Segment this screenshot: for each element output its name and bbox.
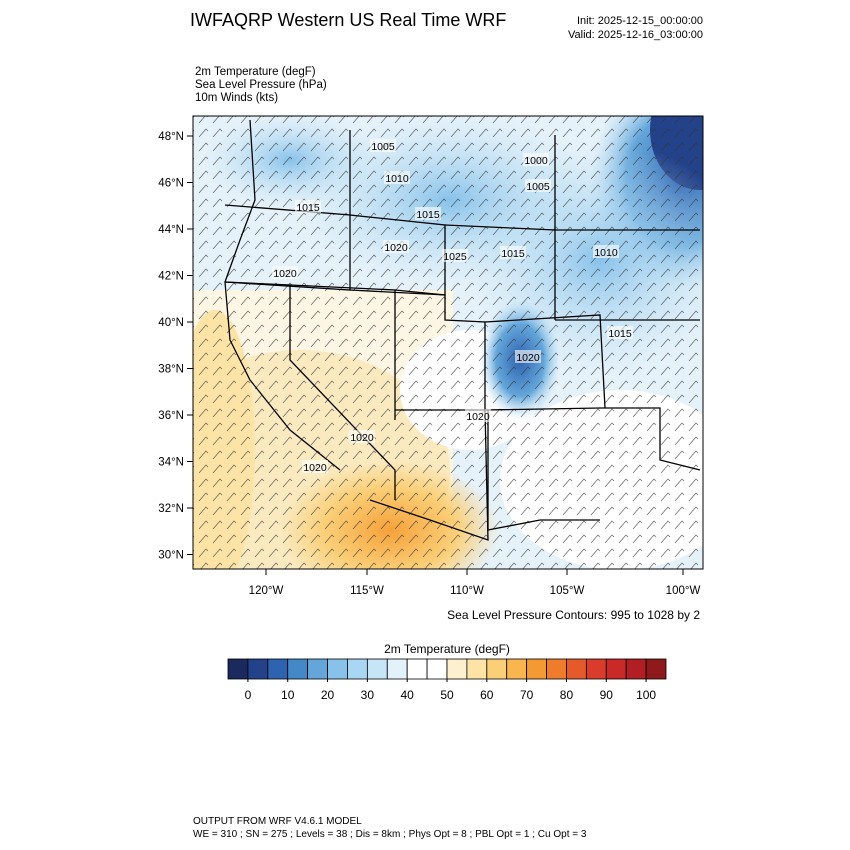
colorbar-tick-label: 20 [321, 688, 335, 702]
contour-label-bg [607, 326, 633, 339]
colorbar-box [307, 658, 328, 680]
contour-label: 1000 [524, 155, 548, 167]
colorbar-tick-label: 30 [361, 688, 375, 702]
colorbar-box [406, 658, 428, 680]
colorbar-tick-label: 90 [600, 688, 614, 702]
contour-label-bg [302, 460, 328, 473]
field-label: 10m Winds (kts) [195, 92, 278, 104]
colorbar-box [247, 658, 269, 680]
contour-label: 1015 [416, 209, 440, 221]
lat-label: 34°N [158, 457, 184, 469]
colorbar-tick-label: 60 [480, 688, 494, 702]
lat-label: 44°N [158, 224, 184, 236]
contour-label: 1020 [303, 462, 327, 474]
colorbar-box [566, 658, 587, 680]
contour-label-bg [593, 245, 619, 258]
contour-label-bg [384, 171, 410, 184]
colorbar-box [386, 658, 408, 680]
colorbar-tick-label: 70 [520, 688, 534, 702]
contour-label-bg [523, 153, 549, 166]
contour-label-bg [383, 240, 409, 253]
colorbar-box [227, 658, 249, 680]
colorbar-box [625, 658, 647, 680]
contour-label: 1025 [443, 251, 467, 263]
colorbar-tick-label: 100 [636, 688, 656, 702]
lat-label: 30°N [158, 550, 184, 562]
colorbar-tick-label: 80 [560, 688, 574, 702]
contour-note: Sea Level Pressure Contours: 995 to 1028… [447, 608, 700, 622]
contour-label: 1015 [608, 328, 632, 340]
contour-label-bg [442, 249, 468, 262]
lat-label: 32°N [158, 503, 184, 515]
title: IWFAQRP Western US Real Time WRF [190, 10, 506, 30]
colorbar-box [585, 658, 607, 680]
contour-label: 1020 [350, 432, 374, 444]
colorbar-box [267, 658, 289, 680]
contour-label: 1015 [501, 248, 525, 260]
lon-label: 120°W [249, 585, 284, 597]
colorbar-box [546, 658, 567, 680]
colorbar-tick-label: 50 [440, 688, 454, 702]
contour-label: 1015 [296, 202, 320, 214]
colorbar-box [446, 658, 468, 680]
contour-label-bg [349, 430, 375, 443]
colorbar-box [287, 658, 309, 680]
field-label: 2m Temperature (degF) [195, 66, 316, 78]
lon-label: 115°W [350, 585, 384, 597]
lat-label: 46°N [158, 178, 184, 190]
contour-label-bg [515, 350, 541, 363]
colorbar-box [466, 658, 488, 680]
contour-label-bg [500, 246, 526, 259]
map-frame [192, 115, 704, 570]
contour-label: 1010 [385, 173, 409, 185]
colorbar-box [426, 658, 448, 680]
contour-label: 1010 [594, 247, 618, 259]
lat-label: 48°N [158, 131, 184, 143]
footer-line: OUTPUT FROM WRF V4.6.1 MODEL [193, 816, 362, 827]
footer-line: WE = 310 ; SN = 275 ; Levels = 38 ; Dis … [193, 829, 587, 840]
contour-label-bg [370, 139, 396, 152]
contour-label: 1005 [371, 141, 395, 153]
init-time: Init: 2025-12-15_00:00:00 [577, 15, 703, 27]
lat-label: 36°N [158, 410, 184, 422]
contour-label: 1020 [516, 352, 540, 364]
colorbar-box [486, 658, 508, 680]
contour-label-bg [295, 200, 321, 213]
colorbar-box [327, 658, 348, 680]
colorbar-box [506, 658, 528, 680]
lat-label: 42°N [158, 271, 184, 283]
colorbar-tick-label: 0 [245, 688, 252, 702]
colorbar-box [366, 658, 388, 680]
contour-label: 1005 [526, 181, 550, 193]
colorbar-tick-label: 40 [401, 688, 415, 702]
colorbar-box [347, 658, 368, 680]
lat-label: 40°N [158, 317, 184, 329]
lat-label: 38°N [158, 364, 184, 376]
contour-label-bg [465, 409, 491, 422]
lon-label: 105°W [550, 585, 585, 597]
colorbar-title: 2m Temperature (degF) [384, 642, 510, 656]
colorbar-box [605, 658, 627, 680]
map-fill [193, 116, 703, 569]
colorbar-tick-label: 10 [281, 688, 295, 702]
valid-time: Valid: 2025-12-16_03:00:00 [568, 29, 703, 41]
contour-label-bg [272, 266, 298, 279]
colorbar-box [645, 658, 667, 680]
field-label: Sea Level Pressure (hPa) [195, 79, 327, 91]
contour-label: 1020 [384, 242, 408, 254]
lon-label: 100°W [666, 585, 701, 597]
contour-label-bg [525, 179, 551, 192]
colorbar-box [526, 658, 547, 680]
contour-label-bg [415, 207, 441, 220]
lon-label: 110°W [450, 585, 484, 597]
contour-label: 1020 [273, 268, 297, 280]
contour-label: 1020 [466, 411, 490, 423]
